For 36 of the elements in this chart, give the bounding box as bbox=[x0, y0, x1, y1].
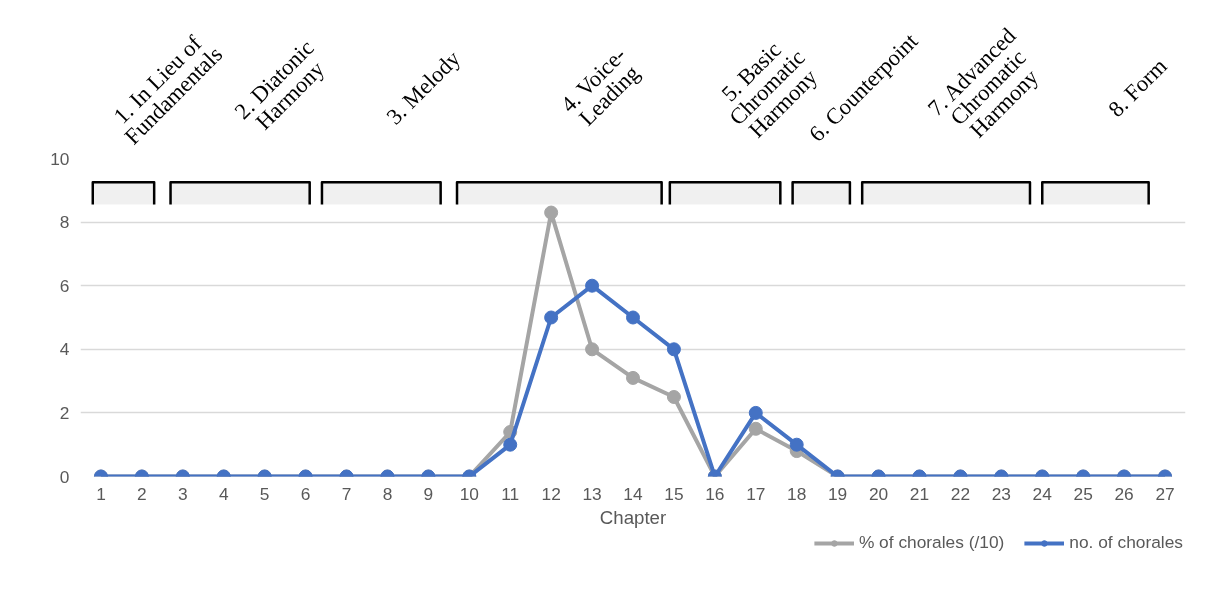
x-tick-label: 10 bbox=[459, 483, 479, 504]
x-axis-title: Chapter bbox=[599, 506, 667, 528]
x-tick-label: 23 bbox=[991, 483, 1011, 504]
x-tick-label: 19 bbox=[827, 483, 848, 504]
legend-label: % of chorales (/10) bbox=[858, 532, 1005, 553]
x-tick-label: 2 bbox=[137, 483, 147, 504]
x-tick-label: 17 bbox=[746, 483, 766, 504]
x-tick-label: 1 bbox=[96, 483, 106, 504]
x-tick-label: 26 bbox=[1114, 483, 1134, 504]
y-tick-label: 10 bbox=[50, 148, 70, 169]
x-tick-label: 16 bbox=[705, 483, 725, 504]
x-tick-label: 8 bbox=[382, 483, 393, 504]
x-tick-label: 6 bbox=[300, 483, 311, 504]
x-tick-label: 15 bbox=[664, 483, 684, 504]
x-tick-label: 3 bbox=[178, 483, 188, 504]
x-tick-label: 21 bbox=[909, 483, 930, 504]
x-tick-label: 4 bbox=[218, 483, 229, 504]
x-tick-label: 20 bbox=[868, 483, 889, 504]
x-tick-label: 22 bbox=[950, 483, 971, 504]
y-tick-label: 4 bbox=[59, 339, 70, 360]
legend-label: no. of chorales bbox=[1069, 532, 1183, 553]
x-tick-label: 13 bbox=[582, 483, 602, 504]
y-tick-label: 2 bbox=[59, 402, 70, 423]
x-tick-label: 5 bbox=[259, 483, 270, 504]
x-tick-label: 11 bbox=[501, 483, 520, 504]
x-tick-label: 9 bbox=[423, 483, 434, 504]
x-tick-label: 27 bbox=[1155, 483, 1175, 504]
x-tick-label: 18 bbox=[787, 483, 807, 504]
x-tick-label: 7 bbox=[341, 483, 352, 504]
y-tick-label: 8 bbox=[59, 212, 70, 233]
x-tick-label: 14 bbox=[623, 483, 643, 504]
y-tick-label: 6 bbox=[59, 275, 70, 296]
x-tick-label: 12 bbox=[541, 483, 561, 504]
x-tick-label: 25 bbox=[1073, 483, 1093, 504]
y-tick-label: 0 bbox=[59, 466, 70, 487]
x-tick-label: 24 bbox=[1032, 483, 1053, 504]
